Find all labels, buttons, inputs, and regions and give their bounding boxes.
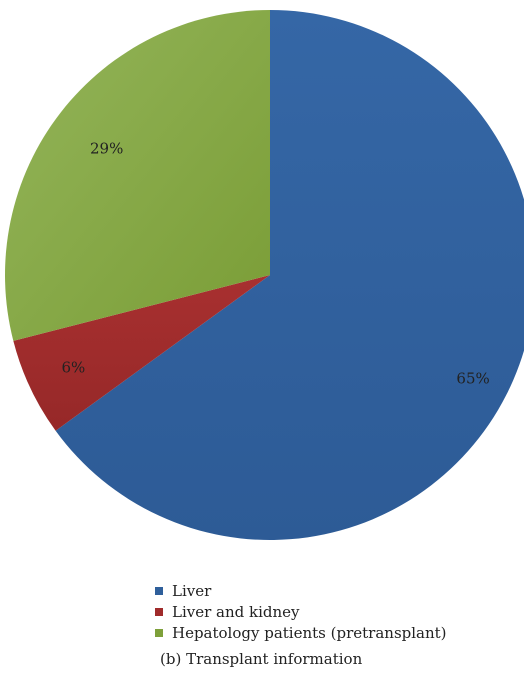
pie-slice-liver-and-kidney [13,275,271,431]
legend-item-hepatology: Hepatology patients (pretransplant) [155,622,447,643]
legend-swatch-liver [155,586,163,595]
legend-label-liver: Liver [172,581,212,600]
chart-caption: (b) Transplant information [160,650,363,668]
pie-label-hepatology: 29% [90,139,123,157]
pie-label-liver: 65% [456,370,489,388]
legend-swatch-liver-and-kidney [155,607,163,616]
legend: Liver Liver and kidney Hepatology patien… [155,580,447,643]
legend-item-liver: Liver [155,580,447,601]
pie-slice-hepatology [5,10,270,341]
legend-swatch-hepatology [155,628,163,637]
legend-label-hepatology: Hepatology patients (pretransplant) [172,623,447,642]
pie-slice-liver [55,10,524,540]
pie-label-liver-and-kidney: 6% [62,359,86,377]
legend-label-liver-and-kidney: Liver and kidney [172,602,300,621]
legend-item-liver-and-kidney: Liver and kidney [155,601,447,622]
pie-chart: 65% 6% 29% [5,10,524,540]
